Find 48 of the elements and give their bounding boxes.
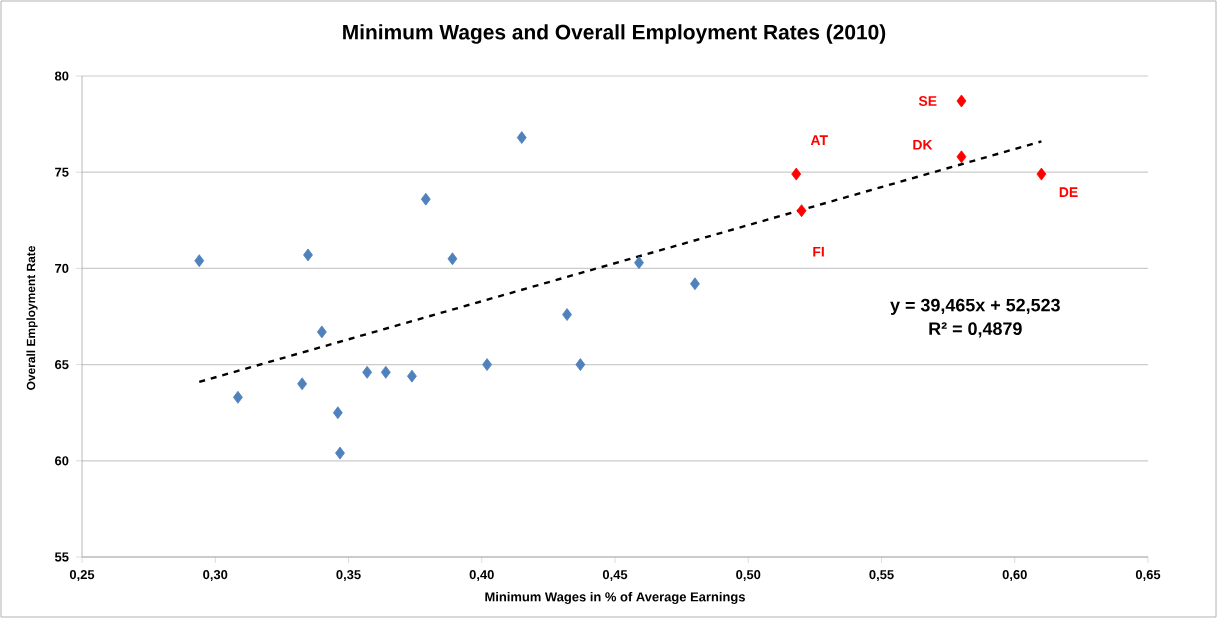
y-tick-label: 80 — [54, 71, 69, 81]
y-tick-label: 70 — [55, 263, 69, 273]
point — [194, 254, 205, 268]
point — [335, 446, 345, 460]
point — [690, 277, 700, 291]
point — [956, 94, 967, 108]
point — [482, 358, 492, 371]
y-tick-label: 65 — [55, 360, 69, 370]
y-tick-label: 75 — [55, 167, 69, 177]
annotation: SE — [918, 96, 937, 106]
annotation: DE — [1059, 187, 1078, 197]
point — [316, 325, 327, 339]
x-tick-label: 0,50 — [736, 570, 761, 582]
x-tick-label: 0,45 — [602, 570, 628, 582]
point — [362, 365, 373, 379]
annotation: R² = 0,4879 — [929, 322, 1022, 338]
point — [516, 131, 527, 144]
x-tick-label: 0,40 — [469, 570, 494, 582]
point — [303, 248, 313, 262]
point — [634, 256, 644, 270]
point — [233, 390, 243, 404]
x-tick-label: 0,65 — [1135, 570, 1161, 582]
point — [407, 369, 417, 383]
annotation: DK — [913, 140, 933, 150]
y-axis-title: Overall Employment Rate — [26, 245, 38, 390]
x-tick-label: 0,60 — [1002, 570, 1027, 582]
point — [332, 406, 343, 420]
annotation: FI — [813, 246, 824, 257]
annotation: y = 39,465x + 52,523 — [890, 298, 1060, 315]
y-tick-label: 55 — [54, 552, 69, 562]
point — [791, 167, 802, 181]
point — [956, 150, 967, 164]
point — [420, 192, 431, 206]
x-tick-label: 0,30 — [203, 570, 228, 582]
point — [1036, 167, 1047, 181]
point — [380, 365, 391, 379]
x-axis-title: Minimum Wages in % of Average Earnings — [485, 591, 745, 605]
point — [796, 204, 807, 218]
point — [447, 252, 458, 266]
chart-title: Minimum Wages and Overall Employment Rates (2010) — [343, 24, 886, 44]
annotation: AT — [810, 135, 828, 145]
x-tick-label: 0,55 — [869, 570, 894, 582]
point — [297, 377, 308, 391]
point — [575, 358, 586, 371]
y-tick-label: 60 — [55, 456, 69, 466]
x-tick-label: 0,35 — [336, 570, 361, 582]
x-tick-label: 0,25 — [69, 570, 95, 582]
point — [562, 308, 572, 321]
